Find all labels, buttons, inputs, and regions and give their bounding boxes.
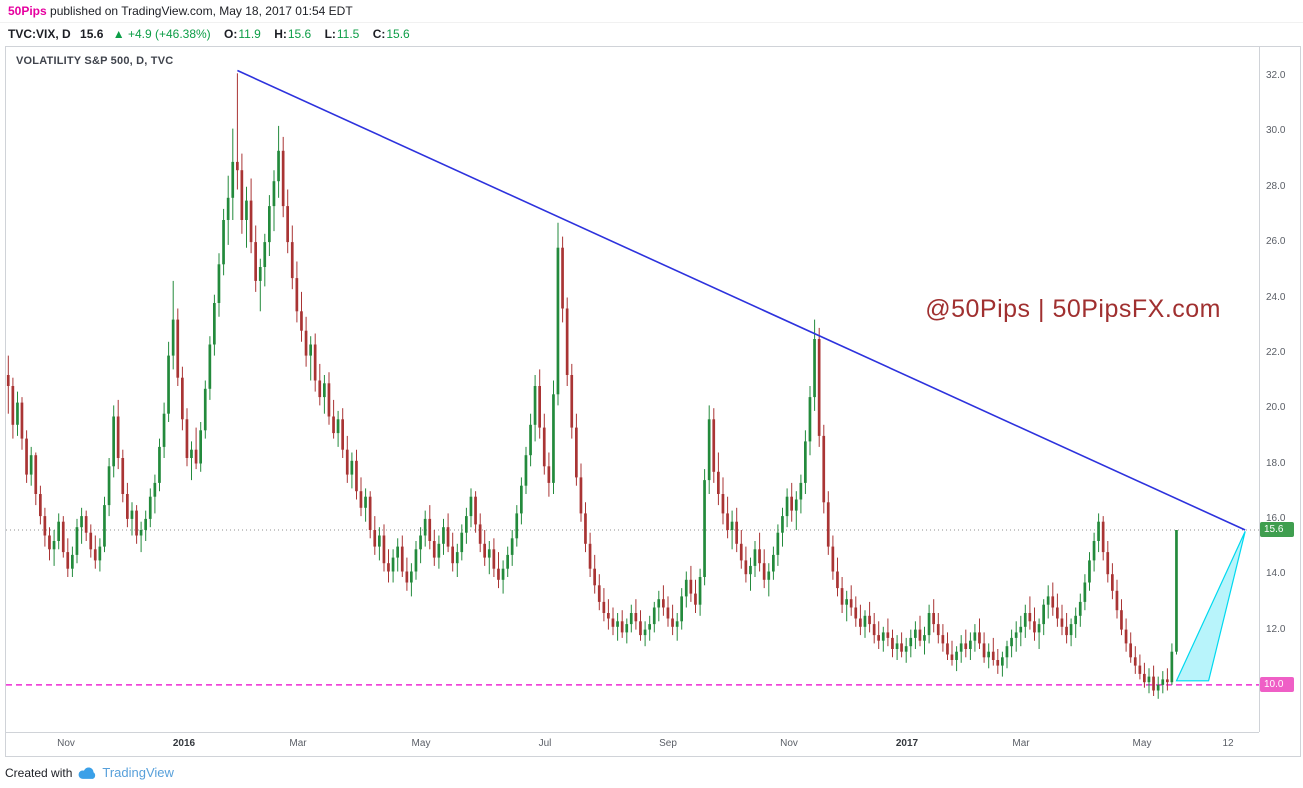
low-value: 11.5 (336, 27, 360, 41)
price-tick-label: 28.0 (1266, 180, 1286, 192)
price-tick-label: 16.0 (1266, 512, 1286, 524)
attribution-bar: Created with TradingView (0, 757, 1303, 788)
close-value: 15.6 (386, 27, 410, 41)
open-label: O: (224, 27, 238, 41)
low-label: L: (324, 27, 336, 41)
price-tick-label: 26.0 (1266, 236, 1286, 248)
last-price-tag: 15.6 (1260, 522, 1294, 537)
chart-container[interactable]: VOLATILITY S&P 500, D, TVC @50Pips | 50P… (5, 46, 1301, 757)
open-value: 11.9 (238, 27, 261, 41)
publish-info: published on TradingView.com, May 18, 20… (46, 4, 353, 18)
time-tick-label: May (1132, 738, 1152, 749)
price-tick-label: 32.0 (1266, 70, 1286, 82)
time-tick-label: Nov (57, 738, 75, 749)
tradingview-logo-icon (78, 766, 96, 779)
publish-bar: 50Pips published on TradingView.com, May… (0, 0, 1303, 23)
chart-title: VOLATILITY S&P 500, D, TVC (16, 55, 174, 67)
price-tick-label: 18.0 (1266, 457, 1286, 469)
candlestick-series (6, 73, 1178, 699)
price-tick-label: 22.0 (1266, 346, 1286, 358)
created-with-text: Created with (5, 765, 73, 780)
chart-plot[interactable]: VOLATILITY S&P 500, D, TVC @50Pips | 50P… (6, 47, 1259, 732)
last-price: 15.6 (80, 27, 104, 41)
price-tick-label: 12.0 (1266, 623, 1286, 635)
time-tick-label: Sep (659, 738, 677, 749)
time-axis[interactable]: Nov 2016 Mar May Jul Sep Nov 2017 Mar May 12 (6, 732, 1259, 756)
time-tick-label: Nov (780, 738, 798, 749)
trendline[interactable] (237, 69, 1246, 531)
candlestick-chart[interactable] (6, 47, 1259, 732)
author-link[interactable]: 50Pips (8, 4, 47, 18)
high-value: 15.6 (287, 27, 312, 41)
time-tick-label: Mar (1012, 738, 1030, 749)
time-tick-label: Jul (538, 738, 552, 749)
change-value: ▲ +4.9 (+46.38%) (113, 27, 211, 41)
price-tick-label: 30.0 (1266, 125, 1286, 137)
close-label: C: (372, 27, 386, 41)
time-tick-label: 2016 (172, 738, 196, 749)
price-tick-label: 24.0 (1266, 291, 1286, 303)
watermark: @50Pips | 50PipsFX.com (925, 295, 1221, 323)
time-tick-label: 12 (1222, 738, 1234, 749)
support-price-tag: 10.0 (1260, 676, 1294, 692)
high-label: H: (274, 27, 287, 41)
symbol-info-bar: TVC:VIX, D 15.6 ▲ +4.9 (+46.38%) O:11.9 … (0, 23, 1303, 45)
symbol-name: TVC:VIX, D (8, 27, 71, 41)
time-tick-label: Mar (289, 738, 307, 749)
price-tick-label: 20.0 (1266, 402, 1286, 414)
price-tick-label: 14.0 (1266, 568, 1286, 580)
up-arrow-icon: ▲ (112, 27, 125, 41)
projection-triangle[interactable] (1175, 531, 1246, 682)
time-tick-label: 2017 (895, 738, 919, 749)
price-axis[interactable]: 32.0 30.0 28.0 26.0 24.0 22.0 20.0 18.0 16.0 14.0… (1259, 47, 1300, 732)
time-tick-label: May (411, 738, 431, 749)
tradingview-brand-link[interactable]: TradingView (102, 765, 174, 780)
change-text: +4.9 (+46.38%) (127, 27, 211, 41)
